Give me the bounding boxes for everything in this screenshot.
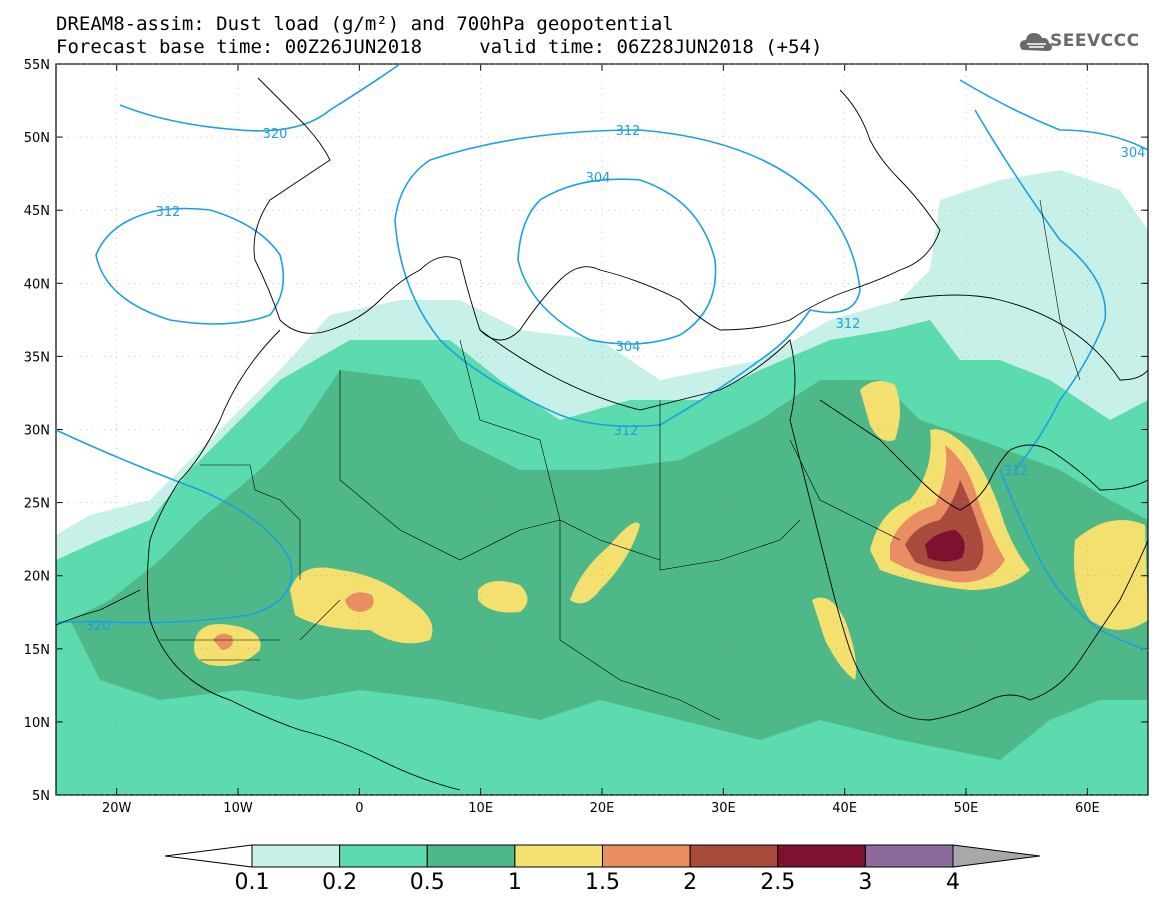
colorbar-swatch (602, 844, 691, 868)
colorbar (164, 844, 1041, 868)
contour-304 (517, 178, 717, 345)
lon-label: 20W (102, 801, 132, 816)
dust-region-orange-w (213, 633, 233, 650)
contour-312-central (394, 129, 861, 428)
colorbar-level-label: 0.2 (322, 870, 358, 895)
logo-text: SEEVCCC (1050, 31, 1140, 51)
colorbar-swatch (689, 844, 779, 868)
contour-label: 312 (614, 424, 639, 439)
lon-label: 40E (832, 801, 857, 816)
contour-label: 320 (86, 619, 111, 634)
contour-label: 312 (616, 124, 641, 139)
contour-label: 312 (156, 205, 181, 220)
contour-label: 304 (616, 340, 641, 355)
colorbar-swatch (514, 844, 603, 868)
colorbar-level-label: 1.5 (585, 870, 620, 895)
colorbar-under-arrow (164, 844, 253, 868)
lon-axis: 20W 10W 0 10E 20E 30E 40E 50E 60E (102, 64, 1100, 816)
contour-label: 304 (586, 171, 611, 186)
lat-label: 40N (24, 277, 50, 292)
lat-label: 45N (24, 204, 50, 219)
dust-field (56, 170, 1148, 795)
lat-label: 35N (24, 350, 50, 365)
lon-label: 30E (711, 801, 736, 816)
lat-label: 15N (24, 643, 50, 658)
contour-312-arabia (999, 469, 1148, 651)
colorbar-swatch (864, 844, 954, 868)
colorbar-level-label: 4 (946, 870, 960, 895)
dust-region-yellow-chad (478, 581, 528, 613)
map-title: DREAM8-assim: Dust load (g/m²) and 700hP… (56, 13, 674, 35)
lat-label: 5N (32, 789, 50, 804)
dust-region-maroon (925, 530, 965, 562)
contour-312-east (974, 109, 1107, 471)
colorbar-level-label: 2.5 (760, 870, 796, 895)
colorbar-swatch (339, 844, 428, 868)
coastlines (56, 77, 1148, 791)
dust-region-yellow-iraq (860, 381, 900, 441)
map-subtitle: Forecast base time: 00Z26JUN2018 valid t… (56, 36, 823, 58)
colorbar-level-label: 0.5 (409, 870, 445, 895)
contour-312-west (95, 207, 285, 325)
lon-label: 10E (468, 801, 493, 816)
lat-label: 30N (24, 424, 50, 439)
lon-label: 60E (1075, 801, 1100, 816)
colorbar-level-label: 3 (858, 870, 873, 895)
lon-label: 0 (355, 801, 363, 816)
colorbar-level-label: 0.1 (234, 870, 270, 895)
lon-label: 50E (954, 801, 979, 816)
lon-label: 20E (590, 801, 615, 816)
colorbar-level-label: 1 (507, 870, 522, 895)
contour-labels: 320 312 312 304 304 312 312 312 304 320 (86, 124, 1146, 634)
lon-label: 10W (223, 801, 253, 816)
contour-label: 304 (1121, 146, 1146, 161)
colorbar-swatch (426, 844, 516, 868)
country-borders (160, 199, 1081, 721)
contour-320-south (56, 429, 293, 624)
lat-label: 50N (24, 131, 50, 146)
dust-region-yellow-oman (1074, 520, 1148, 630)
dust-region-orange-sahel (345, 592, 374, 612)
contour-label: 312 (1004, 464, 1029, 479)
dust-region-yellow-redsea (812, 597, 857, 680)
lat-label: 55N (24, 58, 50, 73)
colorbar-over-arrow (952, 844, 1041, 868)
contour-label: 312 (836, 317, 861, 332)
lat-label: 25N (24, 497, 50, 512)
dust-region-yellow-libya (570, 522, 640, 604)
colorbar-swatch (777, 844, 866, 868)
contour-304-ne (959, 79, 1148, 151)
contour-label: 320 (263, 127, 288, 142)
colorbar-swatch (251, 844, 341, 868)
geopotential-contours (56, 64, 1148, 651)
cloud-logo-icon (1020, 33, 1052, 51)
colorbar-level-label: 2 (683, 870, 698, 895)
contour-320-north (119, 64, 401, 132)
lat-label: 10N (24, 716, 50, 731)
lat-label: 20N (24, 570, 50, 585)
